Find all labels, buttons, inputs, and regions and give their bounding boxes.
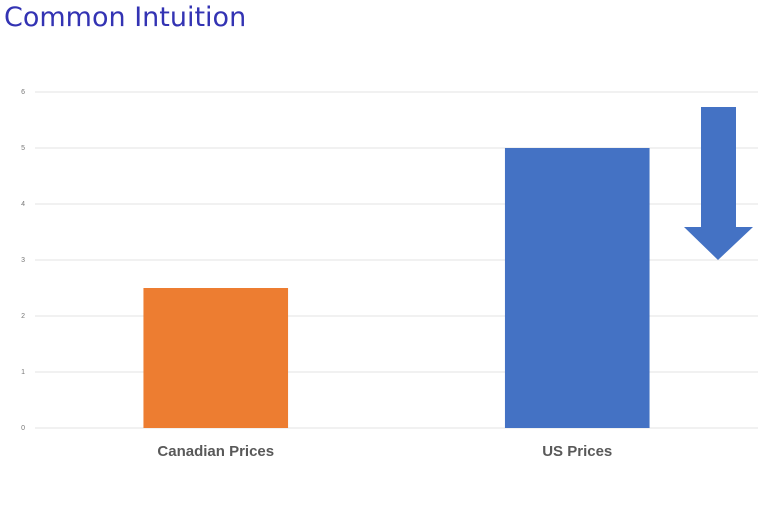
y-tick-label: 1 (21, 369, 25, 376)
y-tick-label: 4 (21, 201, 25, 208)
x-tick-label: Canadian Prices (157, 443, 274, 460)
down-arrow (684, 107, 753, 260)
x-tick-label: US Prices (542, 443, 612, 460)
y-tick-label: 0 (21, 425, 25, 432)
y-tick-label: 5 (21, 145, 25, 152)
bar (504, 148, 650, 428)
y-tick-label: 3 (21, 257, 25, 264)
y-tick-label: 6 (21, 89, 25, 96)
bar (143, 288, 289, 428)
y-tick-label: 2 (21, 313, 25, 320)
slide-title: Common Intuition (4, 2, 247, 33)
